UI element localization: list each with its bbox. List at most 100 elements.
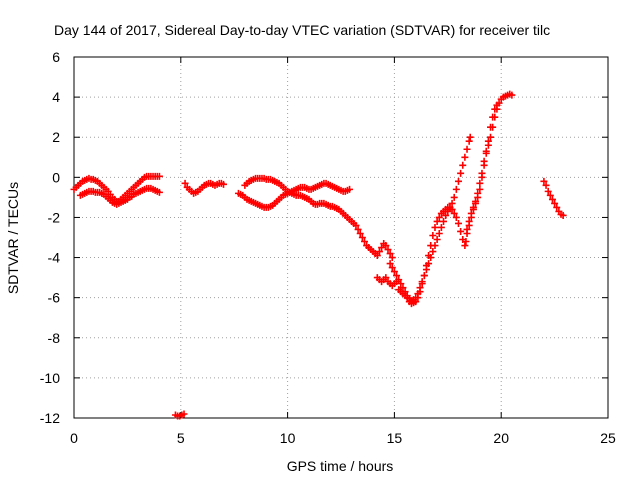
chart-title: Day 144 of 2017, Sidereal Day-to-day VTE…	[54, 22, 550, 38]
data-point	[395, 276, 403, 284]
data-point	[493, 101, 501, 109]
x-axis-label: GPS time / hours	[287, 458, 394, 474]
y-tick-label: -2	[48, 209, 61, 225]
data-point	[429, 231, 437, 239]
data-point	[448, 199, 456, 207]
data-point	[546, 191, 554, 199]
data-point	[465, 137, 473, 145]
data-point	[452, 185, 460, 193]
x-tick-label: 25	[600, 430, 616, 446]
data-point	[384, 246, 392, 254]
data-point	[390, 268, 398, 276]
data-point	[450, 193, 458, 201]
data-point	[435, 229, 443, 237]
data-point	[375, 248, 383, 256]
grid-layer	[74, 57, 608, 418]
x-tick-label: 0	[70, 430, 78, 446]
y-tick-label: -10	[40, 370, 60, 386]
x-tick-label: 10	[280, 430, 296, 446]
data-point	[382, 274, 390, 282]
data-point	[457, 169, 465, 177]
data-point	[476, 179, 484, 187]
data-point	[459, 161, 467, 169]
data-point	[397, 280, 405, 288]
data-point	[548, 195, 556, 203]
data-point	[454, 219, 462, 227]
data-point	[450, 209, 458, 217]
data-point	[484, 137, 492, 145]
data-point	[429, 248, 437, 256]
data-point	[422, 262, 430, 270]
data-point	[393, 272, 401, 280]
data-point	[487, 123, 495, 131]
data-point	[559, 211, 567, 219]
data-point	[388, 254, 396, 262]
data-point	[461, 153, 469, 161]
data-point	[418, 280, 426, 288]
data-point	[491, 105, 499, 113]
data-point	[544, 187, 552, 195]
data-point	[474, 193, 482, 201]
data-point	[448, 205, 456, 213]
data-point	[437, 223, 445, 231]
data-point	[386, 250, 394, 258]
data-point	[388, 264, 396, 272]
data-point	[466, 133, 474, 141]
data-point	[461, 242, 469, 250]
data-point	[553, 203, 561, 211]
data-point	[427, 242, 435, 250]
data-point	[378, 244, 386, 252]
y-tick-label: 2	[52, 129, 60, 145]
data-point	[352, 221, 360, 229]
data-points-layer	[70, 90, 567, 420]
data-point	[155, 172, 163, 180]
data-point	[431, 223, 439, 231]
data-point	[465, 217, 473, 225]
data-point	[354, 225, 362, 233]
x-tick-label: 20	[493, 430, 509, 446]
y-tick-label: -8	[48, 330, 61, 346]
data-point	[482, 149, 490, 157]
data-point	[476, 185, 484, 193]
data-point	[487, 133, 495, 141]
plot-frame	[73, 56, 609, 419]
data-point	[478, 173, 486, 181]
data-point	[467, 209, 475, 217]
data-point	[442, 211, 450, 219]
data-point	[373, 252, 381, 260]
y-tick-label: -4	[48, 250, 61, 266]
data-point	[463, 225, 471, 233]
data-point	[181, 179, 189, 187]
data-point	[469, 203, 477, 211]
data-point	[540, 177, 548, 185]
data-point	[454, 177, 462, 185]
data-point	[433, 236, 441, 244]
data-point	[452, 213, 460, 221]
data-point	[386, 260, 394, 268]
data-point	[155, 188, 163, 196]
data-point	[420, 272, 428, 280]
y-axis-label: SDTVAR / TECUs	[5, 182, 21, 294]
data-point	[403, 294, 411, 302]
data-point	[220, 180, 228, 188]
data-point	[489, 113, 497, 121]
data-point	[463, 145, 471, 153]
y-tick-label: 4	[52, 89, 60, 105]
data-point	[399, 284, 407, 292]
data-point	[358, 234, 366, 241]
data-point	[425, 252, 433, 260]
data-point	[416, 288, 424, 296]
data-point	[360, 238, 368, 246]
data-point	[551, 199, 559, 207]
x-tick-label: 5	[177, 430, 185, 446]
data-point	[180, 410, 188, 418]
data-point	[480, 161, 488, 169]
data-point	[382, 242, 390, 250]
data-point	[462, 238, 470, 246]
data-point	[433, 217, 441, 225]
data-point	[435, 213, 443, 221]
data-point	[542, 181, 550, 189]
data-point	[412, 298, 420, 306]
